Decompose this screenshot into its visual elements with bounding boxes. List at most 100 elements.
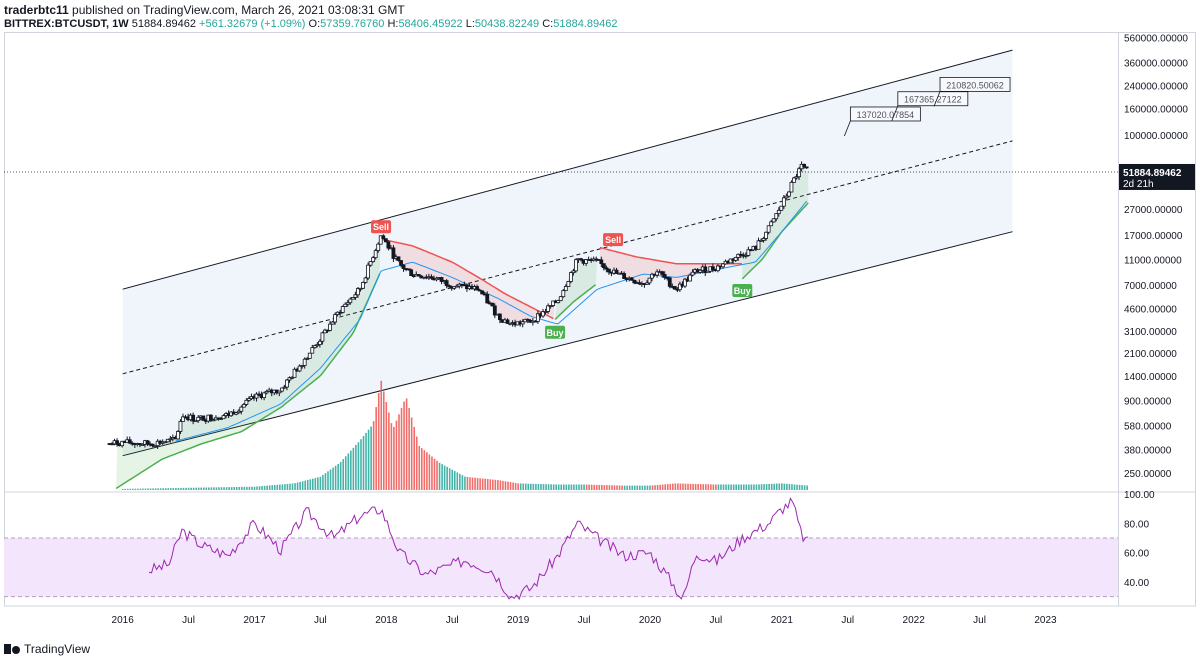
volume-bar bbox=[588, 484, 590, 490]
volume-bar bbox=[636, 485, 639, 490]
candle bbox=[317, 339, 322, 348]
volume-bar bbox=[200, 487, 203, 490]
volume-bar bbox=[215, 487, 218, 490]
price-tick-label: 160000.00000 bbox=[1124, 104, 1188, 115]
volume-bar bbox=[428, 454, 431, 490]
volume-bar bbox=[266, 485, 268, 490]
volume-bar bbox=[337, 463, 339, 490]
volume-bar bbox=[339, 461, 342, 490]
tradingview-logo-icon[interactable] bbox=[4, 643, 20, 655]
volume-bar bbox=[621, 485, 623, 490]
volume-bar bbox=[286, 483, 289, 490]
candle bbox=[477, 288, 482, 292]
candle bbox=[505, 318, 510, 324]
candle-body bbox=[290, 376, 294, 379]
candle-body bbox=[315, 344, 320, 347]
volume-bar bbox=[745, 484, 748, 490]
price-tick-label: 17000.00000 bbox=[1124, 231, 1183, 242]
candle-body bbox=[536, 313, 540, 322]
volume-bar bbox=[365, 432, 367, 490]
volume-bar bbox=[727, 484, 730, 490]
volume-bar bbox=[479, 478, 481, 490]
volume-bar bbox=[796, 484, 798, 490]
volume-bar bbox=[281, 484, 284, 490]
candle-body bbox=[178, 420, 183, 432]
volume-bar bbox=[585, 484, 588, 490]
candle bbox=[764, 231, 769, 241]
candle-body bbox=[792, 177, 796, 183]
candle-body bbox=[191, 414, 196, 422]
volume-bar bbox=[763, 484, 765, 490]
volume-bar bbox=[268, 485, 271, 490]
candle bbox=[345, 299, 350, 307]
candle bbox=[262, 391, 267, 401]
candle bbox=[239, 405, 244, 415]
volume-bar bbox=[522, 483, 525, 490]
candle bbox=[683, 277, 687, 289]
volume-bar bbox=[147, 488, 149, 490]
candle-body bbox=[733, 256, 738, 261]
candle bbox=[475, 284, 479, 291]
candle bbox=[548, 305, 553, 309]
volume-bar bbox=[633, 485, 636, 490]
volume-bar bbox=[309, 479, 312, 490]
candle-body bbox=[363, 277, 368, 283]
candle-body bbox=[804, 166, 809, 169]
target-label: 137020.07854 bbox=[844, 106, 921, 137]
supertrend-short-line bbox=[599, 246, 742, 265]
candle bbox=[797, 166, 801, 180]
volume-bar bbox=[803, 485, 806, 490]
volume-bar bbox=[291, 483, 294, 490]
candle bbox=[761, 236, 766, 243]
price-tick-label: 580.00000 bbox=[1124, 422, 1172, 433]
candle bbox=[759, 238, 763, 242]
candle bbox=[746, 246, 751, 257]
candle bbox=[584, 258, 588, 267]
volume-bar bbox=[573, 484, 575, 490]
candle-body bbox=[399, 260, 403, 266]
price-change: +561.32679 (+1.09%) bbox=[199, 18, 306, 30]
candle-body bbox=[660, 271, 665, 275]
volume-bar bbox=[464, 476, 466, 490]
candle bbox=[277, 390, 282, 397]
volume-bar bbox=[357, 442, 360, 490]
candle-body bbox=[485, 294, 490, 304]
candle bbox=[279, 387, 284, 393]
volume-bar bbox=[342, 459, 345, 490]
candle-body bbox=[333, 314, 338, 323]
volume-bar bbox=[765, 484, 768, 490]
candle bbox=[282, 384, 287, 389]
supertrend-long-line-area bbox=[555, 259, 598, 320]
volume-bar bbox=[202, 487, 205, 490]
candle bbox=[300, 365, 305, 369]
symbol-label[interactable]: BITTREX:BTCUSDT, 1W bbox=[4, 18, 129, 30]
volume-bar bbox=[753, 484, 755, 490]
candle-body bbox=[378, 235, 383, 245]
candle bbox=[787, 191, 791, 198]
candle-body bbox=[566, 281, 571, 287]
volume-bar bbox=[210, 487, 213, 490]
candle-body bbox=[340, 306, 345, 313]
volume-bar bbox=[466, 477, 469, 490]
candle bbox=[373, 248, 378, 260]
candle-body bbox=[376, 243, 381, 251]
volume-bar bbox=[410, 417, 413, 490]
candle-body bbox=[371, 257, 376, 262]
candle-body bbox=[320, 332, 325, 342]
candle bbox=[328, 320, 332, 332]
candle bbox=[434, 276, 439, 282]
volume-bar bbox=[616, 485, 618, 490]
volume-bar bbox=[601, 484, 603, 490]
candle bbox=[292, 367, 297, 378]
volume-bar bbox=[243, 486, 246, 490]
candle-body bbox=[584, 259, 588, 264]
candle bbox=[789, 180, 794, 193]
candle bbox=[604, 265, 609, 273]
volume-bar bbox=[327, 471, 329, 490]
published-text: published on TradingView.com, March 26, … bbox=[72, 3, 405, 17]
candle-body bbox=[571, 270, 576, 274]
candle-body bbox=[416, 274, 421, 277]
author-name[interactable]: traderbtc11 bbox=[4, 3, 69, 17]
time-tick-label: 2021 bbox=[771, 615, 794, 626]
